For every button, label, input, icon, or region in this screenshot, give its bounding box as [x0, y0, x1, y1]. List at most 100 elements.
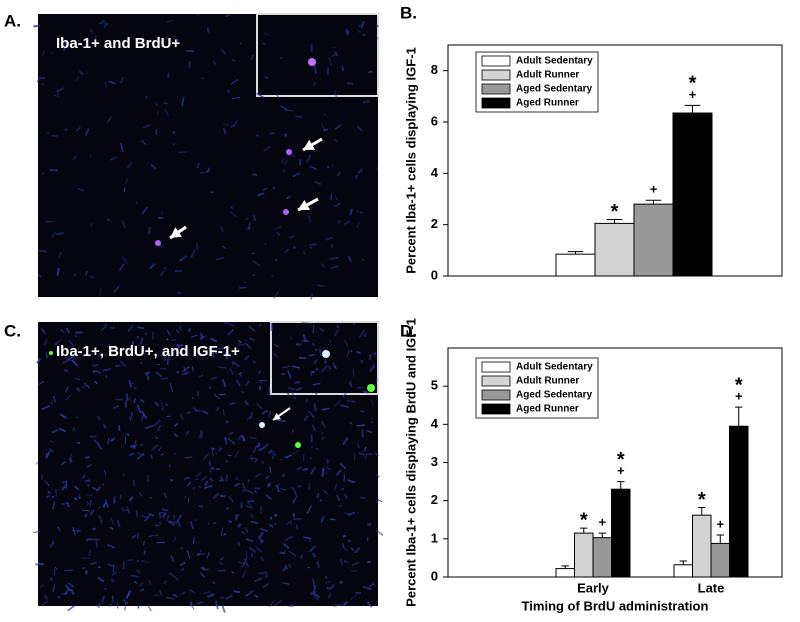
cell-process [183, 476, 191, 480]
cell-process [366, 429, 373, 434]
cell-process [184, 495, 187, 499]
cell-process [197, 374, 204, 378]
cell-process [187, 411, 191, 415]
cell-process [117, 425, 121, 432]
cell-process [135, 201, 138, 204]
cell-process [126, 161, 133, 169]
cell-process [256, 134, 259, 137]
cell-process [49, 440, 54, 443]
cell-process [225, 474, 229, 481]
cell-process [335, 468, 343, 477]
cell-process [76, 126, 81, 132]
cell-process [60, 328, 65, 334]
cell-process [259, 540, 262, 545]
cell-process [253, 489, 258, 494]
cell-process [307, 206, 315, 209]
cell-process [262, 442, 270, 449]
cell-process [295, 342, 299, 346]
cell-process [310, 293, 314, 300]
cell-process [256, 403, 263, 410]
y-tick-label: 4 [431, 165, 439, 180]
panel-label: A. [4, 11, 21, 30]
cell-process [331, 164, 335, 168]
cell-process [101, 483, 105, 486]
cell-process [184, 456, 193, 459]
significance-marker: * [735, 374, 743, 396]
cell-process [322, 489, 328, 495]
cell-process [299, 159, 302, 166]
cell-process [339, 581, 343, 584]
cell-process [249, 411, 254, 420]
cell-process [119, 360, 127, 368]
cell-process [206, 27, 210, 33]
cell-process [226, 507, 229, 511]
cell-process [164, 108, 170, 116]
cell-process [321, 123, 326, 132]
cell-process [122, 561, 125, 569]
cell-process [98, 505, 102, 509]
cell-process [268, 523, 274, 528]
y-tick-label: 2 [431, 492, 438, 507]
cell-process [222, 409, 225, 416]
cell-process [228, 323, 235, 327]
cell-process [318, 348, 323, 357]
cell-process [282, 542, 290, 550]
cell-process [341, 542, 345, 548]
cell-process [256, 442, 261, 448]
cell-process [228, 520, 232, 524]
cell-process [37, 562, 44, 567]
error-bar [617, 481, 625, 490]
cell-process [84, 128, 90, 136]
cell-process [54, 566, 58, 571]
cell-process [346, 82, 354, 85]
error-bar [684, 104, 701, 114]
cell-process [357, 168, 364, 174]
cell-process [121, 219, 126, 228]
cell-process [248, 325, 256, 333]
cell-process [166, 356, 170, 365]
cell-process [94, 380, 98, 384]
cell-process [323, 113, 327, 116]
cell-process [303, 536, 312, 540]
cell-process [131, 447, 136, 450]
cell-process [130, 381, 134, 385]
cell-process [326, 165, 330, 169]
cell-process [257, 192, 265, 197]
cell-process [36, 358, 42, 364]
cell-process [375, 473, 381, 478]
cell-process [255, 546, 263, 553]
cell-process [163, 492, 168, 499]
cell-process [212, 60, 217, 66]
cell-process [61, 461, 66, 465]
cell-process [86, 463, 93, 468]
cell-process [165, 403, 168, 407]
cell-process [310, 466, 316, 475]
cell-process [52, 584, 56, 593]
cell-process [342, 534, 346, 538]
cell-process [320, 263, 326, 268]
cell-process [237, 435, 242, 441]
cell-process [224, 14, 231, 18]
cell-process [239, 42, 242, 45]
cell-process [108, 563, 115, 568]
cell-process [252, 360, 256, 364]
error-bar [716, 534, 724, 544]
cell-process [232, 360, 240, 368]
cell-process [89, 509, 95, 516]
cell-process [86, 500, 89, 505]
cell-process [330, 244, 333, 248]
cell-process [288, 535, 293, 539]
cell-process [64, 569, 73, 572]
cell-process [308, 410, 315, 418]
cell-process [98, 565, 101, 569]
cell-process [267, 410, 272, 419]
x-tick-label: Early [577, 580, 610, 595]
cell-process [347, 255, 353, 263]
legend-label: Aged Runner [516, 404, 579, 415]
cell-process [88, 549, 92, 557]
cell-process [151, 444, 159, 451]
cell-process [287, 386, 296, 391]
cell-process [302, 322, 311, 325]
cell-process [176, 370, 180, 375]
cell-process [263, 145, 271, 152]
